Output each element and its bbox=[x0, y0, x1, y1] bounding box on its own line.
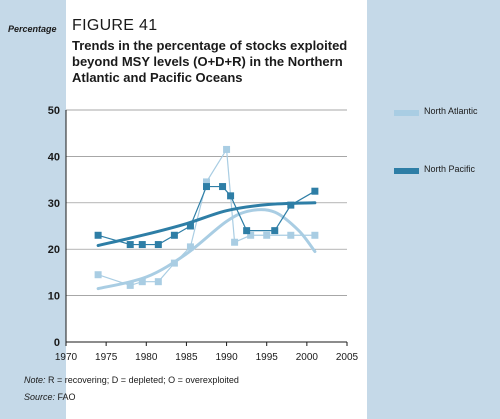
data-point-north-atlantic bbox=[170, 259, 178, 267]
data-point-north-pacific bbox=[287, 201, 295, 209]
source-text: FAO bbox=[57, 392, 76, 402]
x-tick-label: 1970 bbox=[55, 352, 78, 363]
left-color-band bbox=[0, 0, 66, 419]
y-tick-label: 0 bbox=[54, 337, 60, 349]
y-tick-label: 40 bbox=[48, 151, 60, 163]
data-point-north-pacific bbox=[138, 241, 146, 249]
x-tick-label: 1995 bbox=[256, 352, 279, 363]
data-point-north-pacific bbox=[311, 187, 319, 195]
data-point-north-pacific bbox=[154, 241, 162, 249]
note-text: R = recovering; D = depleted; O = overex… bbox=[48, 375, 239, 385]
legend-label-north-atlantic: North Atlantic bbox=[424, 106, 478, 116]
data-point-north-pacific bbox=[243, 227, 251, 235]
data-point-north-atlantic bbox=[154, 278, 162, 286]
y-tick-label: 10 bbox=[48, 291, 60, 303]
figure-number: FIGURE 41 bbox=[72, 17, 158, 34]
x-tick-label: 1990 bbox=[215, 352, 238, 363]
data-point-north-pacific bbox=[271, 227, 279, 235]
source-label: Source: bbox=[24, 392, 56, 402]
trend-line-north-pacific bbox=[96, 201, 317, 247]
y-tick-label: 20 bbox=[48, 244, 60, 256]
data-point-north-atlantic bbox=[247, 231, 255, 239]
note-label: Note: bbox=[24, 375, 46, 385]
data-point-north-pacific bbox=[227, 192, 235, 200]
data-point-north-atlantic bbox=[311, 231, 319, 239]
legend-swatch-north-pacific bbox=[394, 168, 419, 174]
x-tick-label: 1975 bbox=[95, 352, 118, 363]
chart-note: Note: R = recovering; D = depleted; O = … bbox=[24, 375, 239, 385]
data-point-north-atlantic bbox=[263, 231, 271, 239]
y-axis-label: Percentage bbox=[8, 24, 57, 34]
data-point-north-pacific bbox=[186, 222, 194, 230]
data-point-north-atlantic bbox=[231, 238, 239, 246]
figure-title: Trends in the percentage of stocks explo… bbox=[72, 38, 348, 85]
data-point-north-atlantic bbox=[138, 278, 146, 286]
data-point-north-pacific bbox=[203, 183, 210, 191]
data-point-north-pacific bbox=[170, 231, 178, 239]
legend-color-band bbox=[367, 0, 500, 419]
legend-swatch-north-atlantic bbox=[394, 110, 419, 116]
x-tick-label: 1985 bbox=[175, 352, 198, 363]
data-point-north-atlantic bbox=[94, 271, 102, 279]
data-point-north-atlantic bbox=[186, 243, 194, 251]
y-tick-label: 50 bbox=[48, 105, 60, 117]
chart-source: Source: FAO bbox=[24, 392, 76, 402]
data-point-north-atlantic bbox=[203, 178, 210, 186]
data-point-north-pacific bbox=[126, 241, 134, 249]
data-point-north-atlantic bbox=[287, 231, 295, 239]
data-point-north-pacific bbox=[219, 183, 227, 191]
legend-label-north-pacific: North Pacific bbox=[424, 164, 476, 174]
x-tick-label: 2005 bbox=[336, 352, 359, 363]
data-point-north-atlantic bbox=[126, 281, 134, 289]
chart-panel bbox=[66, 0, 367, 419]
x-tick-label: 1980 bbox=[135, 352, 158, 363]
data-point-north-atlantic bbox=[223, 145, 231, 153]
data-point-north-pacific bbox=[94, 231, 102, 239]
y-tick-label: 30 bbox=[48, 198, 60, 210]
x-tick-label: 2000 bbox=[296, 352, 319, 363]
trend-line-north-atlantic bbox=[96, 208, 317, 291]
